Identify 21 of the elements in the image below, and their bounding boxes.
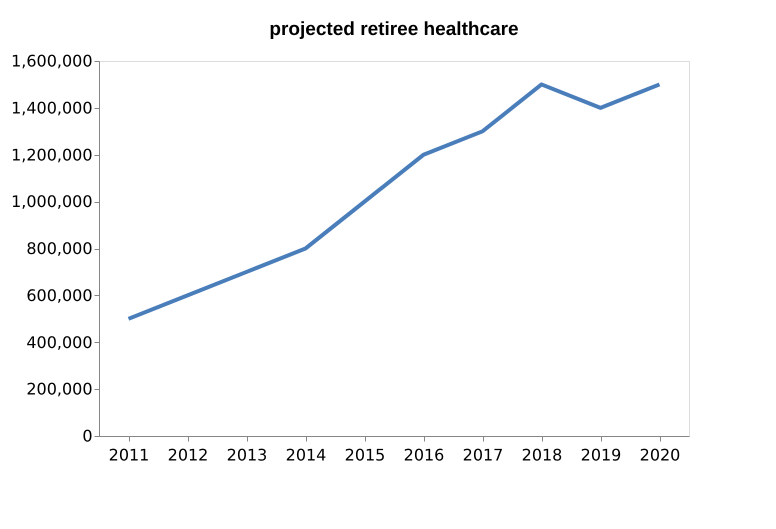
x-tick-label: 2014 [286,446,326,464]
x-tick-label: 2011 [108,446,150,464]
y-tick-label: 1,200,000 [11,145,92,164]
x-tick-label: 2017 [462,446,504,464]
y-tick-label: 1,400,000 [11,98,92,118]
x-tick-label: 2016 [404,446,444,464]
y-tick-label: 1,600,000 [11,52,92,70]
y-tick-label: 600,000 [26,286,92,305]
x-tick-label: 2012 [168,446,208,464]
x-tick-label: 2013 [226,446,268,464]
x-tick-label: 2020 [640,446,680,464]
x-tick-label: 2015 [344,446,386,464]
line-series [126,82,662,321]
y-tick-label: 400,000 [26,332,92,352]
y-tick-label: 200,000 [26,380,92,399]
x-tick-label: 2018 [522,446,562,464]
chart-title: projected retiree healthcare [269,19,519,40]
y-tick-label: 800,000 [26,239,92,258]
x-tick-label: 2019 [580,446,622,464]
y-tick-label: 0 [82,426,92,446]
y-tick-label: 1,000,000 [11,192,92,212]
